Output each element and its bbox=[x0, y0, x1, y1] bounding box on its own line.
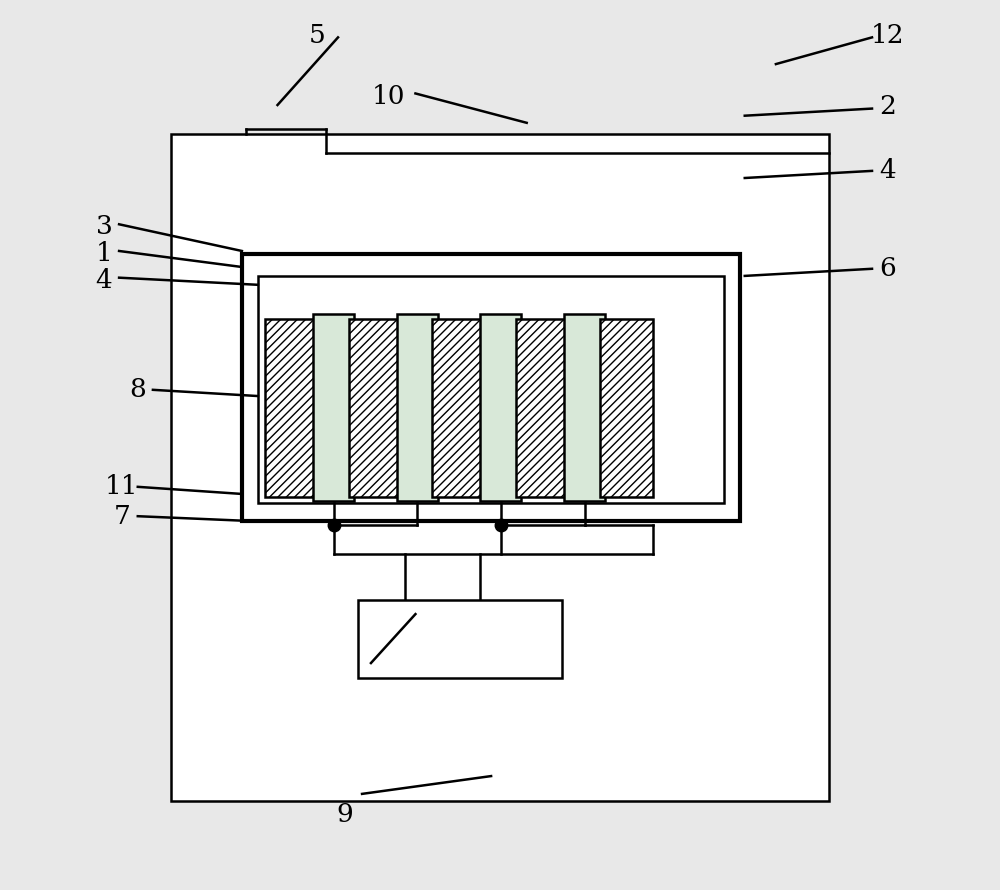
Text: 11: 11 bbox=[105, 474, 138, 499]
Text: 5: 5 bbox=[309, 23, 326, 48]
Bar bbox=[171, 134, 829, 801]
Bar bbox=[242, 254, 740, 521]
Bar bbox=[600, 319, 653, 497]
Bar bbox=[397, 314, 438, 501]
Text: 2: 2 bbox=[879, 94, 896, 119]
Bar bbox=[480, 314, 521, 501]
Bar bbox=[358, 600, 562, 678]
Text: 1: 1 bbox=[96, 241, 112, 266]
Text: 6: 6 bbox=[879, 256, 896, 281]
Text: 4: 4 bbox=[879, 158, 896, 183]
Bar bbox=[313, 314, 354, 501]
Text: 10: 10 bbox=[372, 84, 406, 109]
Bar bbox=[265, 319, 318, 497]
Text: 8: 8 bbox=[129, 377, 146, 402]
Text: 9: 9 bbox=[336, 802, 353, 827]
Text: 7: 7 bbox=[113, 504, 130, 529]
Bar bbox=[564, 314, 605, 501]
Text: 3: 3 bbox=[96, 214, 112, 239]
Text: 4: 4 bbox=[96, 268, 112, 293]
Text: 12: 12 bbox=[870, 23, 904, 48]
Bar bbox=[349, 319, 402, 497]
Bar bbox=[516, 319, 569, 497]
Bar bbox=[258, 276, 724, 503]
Bar bbox=[432, 319, 486, 497]
